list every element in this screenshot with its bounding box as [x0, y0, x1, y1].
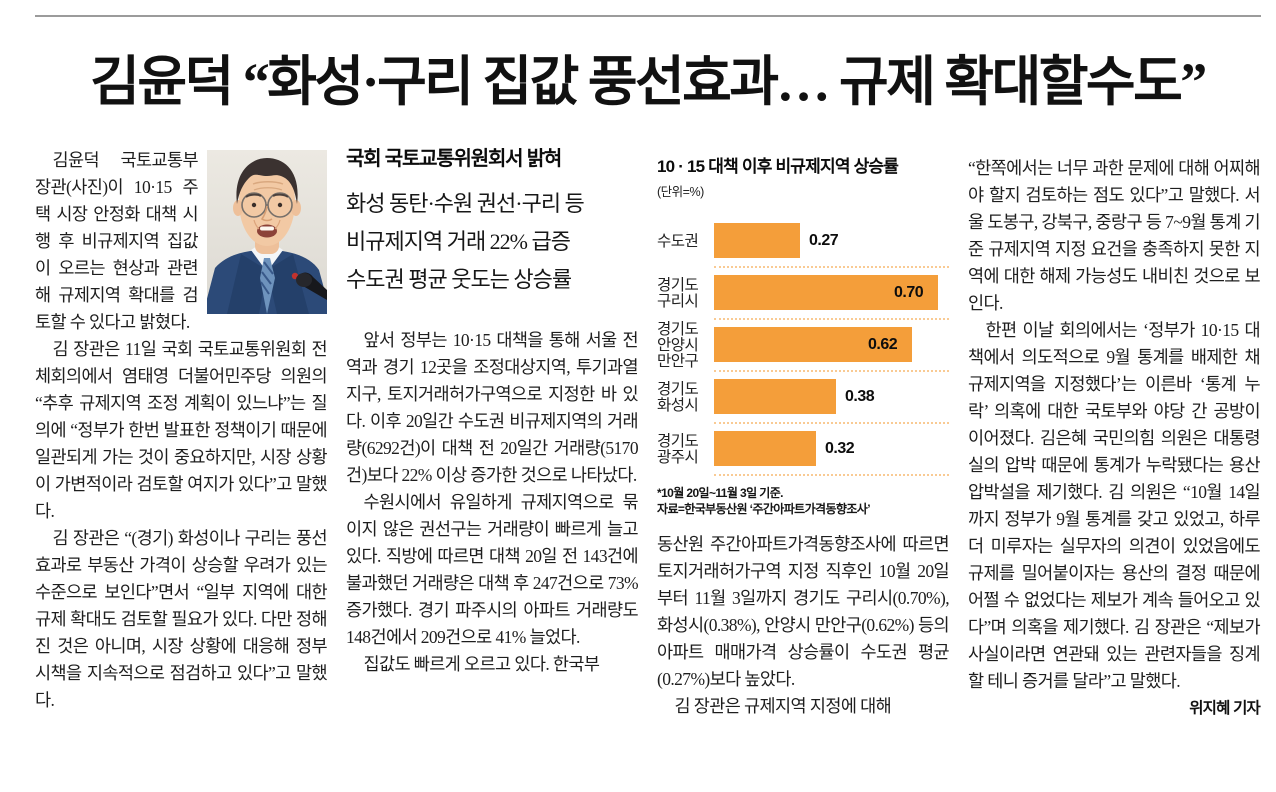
chart-bar-track: 0.70 — [714, 268, 949, 321]
newspaper-page: 김윤덕 “화성·구리 집값 풍선효과… 규제 확대할수도” — [0, 15, 1276, 792]
chart-category-label: 경기도 안양시 만안구 — [657, 321, 699, 371]
chart-category-label: 경기도 구리시 — [657, 277, 699, 311]
column-1: 김윤덕 국토교통부 장관(사진)이 10·15 주택 시장 안정화 대책 시행 … — [35, 147, 328, 722]
subheadline-serif: 화성 동탄·수원 권선·구리 등 비규제지역 거래 22% 급증 수도권 평균 … — [346, 185, 638, 299]
chart-category-label: 경기도 화성시 — [657, 381, 699, 415]
chart-bar-row: 수도권 0.27 — [657, 216, 949, 269]
chart-footnote-2: 자료=한국부동산원 ‘주간아파트가격동향조사’ — [657, 502, 871, 517]
top-rule-divider — [35, 15, 1261, 17]
chart-bar — [714, 223, 800, 259]
col4-paragraph-1: “한쪽에서는 너무 과한 문제에 대해 어찌해야 할지 검토하는 점도 있다”고… — [968, 158, 1261, 314]
col2-paragraph-1: 앞서 정부는 10·15 대책을 통해 서울 전역과 경기 12곳을 조정대상지… — [346, 330, 639, 486]
chart-footnotes: *10월 20일~11월 3일 기준. 자료=한국부동산원 ‘주간아파트가격동향… — [657, 485, 949, 517]
subheadline-line-3: 수도권 평균 웃도는 상승률 — [346, 267, 572, 293]
chart-category-label: 수도권 — [657, 233, 699, 251]
article-headline: 김윤덕 “화성·구리 집값 풍선효과… 규제 확대할수도” — [90, 52, 1207, 112]
minister-photo — [207, 150, 327, 315]
chart-bar-track: 0.62 — [714, 320, 949, 373]
chart-bar-track: 0.32 — [714, 424, 949, 477]
chart-value-label: 0.27 — [809, 232, 839, 250]
chart-bar-row: 경기도 광주시 0.32 — [657, 424, 949, 477]
chart-bar — [714, 431, 816, 467]
chart-bar — [714, 275, 938, 311]
col1-paragraph-3: 김 장관은 “(경기) 화성이나 구리는 풍선효과로 부동산 가격이 상승할 우… — [35, 528, 328, 711]
chart-bar-row: 경기도 화성시 0.38 — [657, 372, 949, 425]
chart-bar — [714, 379, 836, 415]
chart-unit-label: (단위=%) — [657, 185, 704, 200]
col1-paragraph-1: 김윤덕 국토교통부 장관(사진)이 10·15 주택 시장 안정화 대책 시행 … — [35, 150, 199, 333]
chart-bar-row: 경기도 구리시 0.70 — [657, 268, 949, 321]
chart-category-label: 경기도 광주시 — [657, 433, 699, 467]
chart-rows: 수도권 0.27 경기도 구리시 0.70 경기도 안양시 만안구 0.62 경기도 화성시… — [657, 216, 949, 477]
col1-paragraph-2: 김 장관은 11일 국회 국토교통위원회 전체회의에서 염태영 더불어민주당 의… — [35, 339, 328, 522]
chart-bar-row: 경기도 안양시 만안구 0.62 — [657, 320, 949, 373]
chart-value-label: 0.32 — [825, 440, 855, 458]
column-4: “한쪽에서는 너무 과한 문제에 대해 어찌해야 할지 검토하는 점도 있다”고… — [968, 147, 1261, 722]
chart-value-label: 0.70 — [894, 284, 924, 302]
col3-paragraph-2: 김 장관은 규제지역 지정에 대해 — [674, 696, 892, 717]
article-columns: 김윤덕 국토교통부 장관(사진)이 10·15 주택 시장 안정화 대책 시행 … — [35, 147, 1261, 722]
chart-footnote-1: *10월 20일~11월 3일 기준. — [657, 486, 784, 501]
chart-value-label: 0.38 — [845, 388, 875, 406]
column-3: 10 · 15 대책 이후 비규제지역 상승률 (단위=%) 수도권 0.27 경기… — [657, 147, 950, 722]
chart-title: 10 · 15 대책 이후 비규제지역 상승률 — [657, 157, 899, 177]
chart-bar-track: 0.27 — [714, 216, 949, 269]
col2-paragraph-3: 집값도 빠르게 오르고 있다. 한국부 — [363, 654, 600, 675]
price-increase-bar-chart: 10 · 15 대책 이후 비규제지역 상승률 (단위=%) 수도권 0.27 경기… — [657, 147, 949, 517]
chart-bar-track: 0.38 — [714, 372, 949, 425]
subheadline-bold: 국회 국토교통위원회서 밝혀 — [346, 148, 562, 171]
col4-paragraph-2-text: 한편 이날 회의에서는 ‘정부가 10·15 대책에서 의도적으로 9월 통계를… — [968, 320, 1261, 692]
subheadline-line-1: 화성 동탄·수원 권선·구리 등 — [346, 191, 585, 217]
col2-paragraph-2: 수원시에서 유일하게 규제지역으로 묶이지 않은 권선구는 거래량이 빠르게 늘… — [346, 492, 639, 648]
chart-bar — [714, 327, 912, 363]
reporter-byline: 위지혜 기자 — [1189, 700, 1261, 718]
col4-paragraph-2: 한편 이날 회의에서는 ‘정부가 10·15 대책에서 의도적으로 9월 통계를… — [968, 317, 1261, 717]
column-2: 국회 국토교통위원회서 밝혀 화성 동탄·수원 권선·구리 등 비규제지역 거래… — [346, 147, 639, 722]
col3-paragraph-1: 동산원 주간아파트가격동향조사에 따르면 토지거래허가구역 지정 직후인 10월… — [657, 534, 950, 690]
subheadline-line-2: 비규제지역 거래 22% 급증 — [346, 229, 571, 255]
chart-value-label: 0.62 — [868, 336, 898, 354]
minister-portrait-illustration — [207, 150, 327, 315]
